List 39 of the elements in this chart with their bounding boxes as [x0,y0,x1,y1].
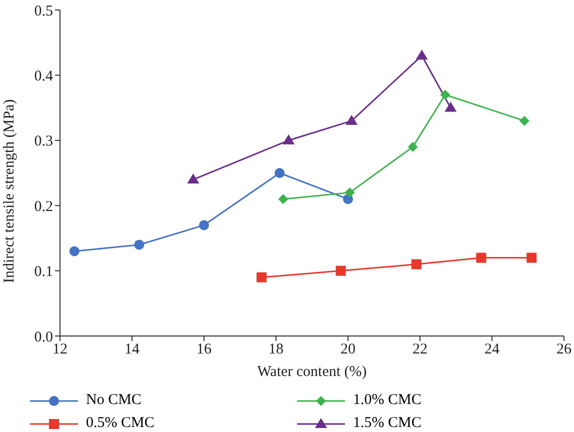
y-tick-label: 0.2 [34,198,53,215]
point [187,174,200,184]
x-tick-label: 14 [124,342,140,358]
point [408,142,418,152]
point [274,168,285,178]
y-tick-label: 0.1 [34,264,53,280]
x-tick-label: 18 [268,342,284,358]
point [440,90,450,100]
point [346,114,358,125]
point [519,116,530,126]
y-tick-label: 0.5 [34,3,53,20]
point [336,266,346,276]
legend-label: 0.5% CMC [86,415,154,432]
x-axis-title: Water content (%) [257,364,367,380]
x-tick-label: 24 [484,342,500,358]
x-tick-label: 26 [556,342,572,358]
point [476,252,486,263]
point [444,102,457,112]
y-axis-title: Indirect tensile strength (MPa) [1,99,18,283]
point [526,252,537,263]
x-tick-label: 22 [412,342,428,358]
point [69,246,80,256]
point [199,220,209,230]
y-tick-label: 0.4 [34,68,54,85]
y-tick-label: 0.3 [34,134,53,150]
legend-label: 1.5% CMC [353,415,422,432]
point [282,134,295,144]
point [134,240,144,250]
point [256,272,267,282]
x-tick-label: 12 [52,342,68,358]
point [411,259,422,270]
point [416,50,428,60]
point [344,188,355,198]
x-tick-label: 20 [340,342,356,358]
x-tick-label: 16 [196,342,212,358]
legend-label: 1.0% CMC [353,392,422,409]
legend-label: No CMC [86,392,142,409]
y-tick-label: 0.0 [34,329,53,346]
point [278,194,288,204]
